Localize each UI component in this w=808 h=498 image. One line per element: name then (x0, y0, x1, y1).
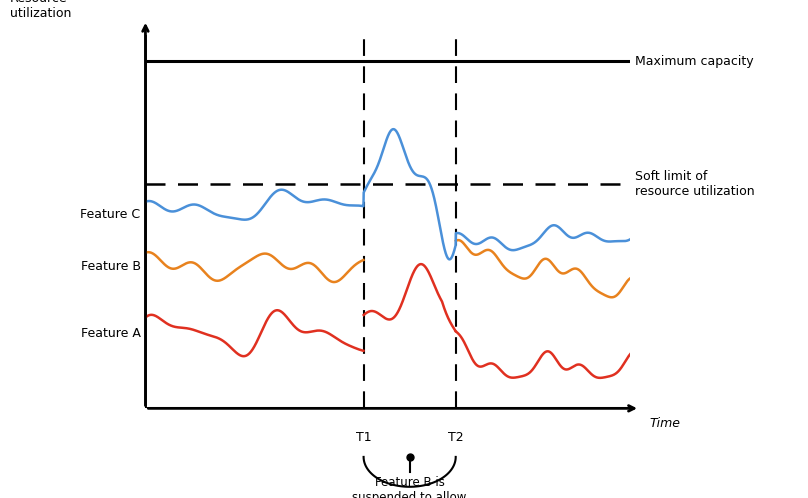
Text: Soft limit of
resource utilization: Soft limit of resource utilization (635, 170, 755, 198)
Text: Feature C: Feature C (81, 208, 141, 221)
Text: Maximum capacity: Maximum capacity (635, 54, 754, 68)
Text: Feature B is
suspended to allow
sufficient resources
for applications to use
Fea: Feature B is suspended to allow sufficie… (339, 476, 481, 498)
Text: T2: T2 (448, 431, 464, 444)
Text: T1: T1 (356, 431, 372, 444)
Text: Feature B: Feature B (81, 260, 141, 273)
Text: Resource
utilization: Resource utilization (10, 0, 71, 20)
Text: Time: Time (650, 417, 680, 430)
Text: Feature A: Feature A (81, 327, 141, 340)
